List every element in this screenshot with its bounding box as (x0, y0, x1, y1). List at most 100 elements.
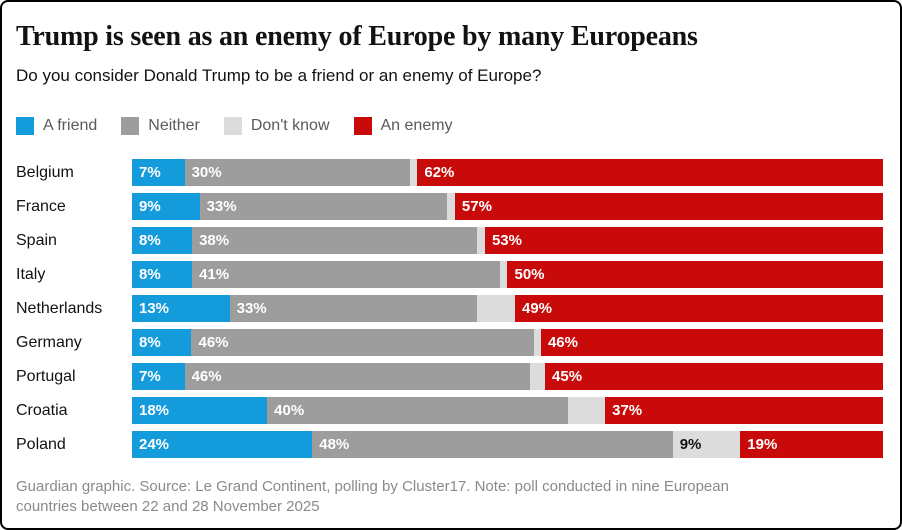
bar-value-label: 33% (206, 197, 237, 215)
bar-value-label: 33% (236, 299, 267, 317)
bar-segment-friend: 8% (132, 260, 193, 288)
bar-value-label: 57% (461, 197, 492, 215)
bar-value-label: 30% (191, 163, 222, 181)
bar-value-label: 49% (522, 299, 553, 317)
country-label: France (16, 197, 66, 215)
bar-value-label: 9% (679, 435, 702, 453)
bar-segment-dont-know (530, 362, 546, 390)
chart-row-netherlands: Netherlands 13% 33% 49% (16, 294, 883, 322)
country-label: Portugal (16, 367, 76, 385)
legend-item-enemy: An enemy (353, 116, 453, 135)
bar-segment-dont-know (447, 192, 455, 220)
bar-segment-friend: 24% (132, 430, 313, 458)
country-label: Spain (16, 231, 57, 249)
stacked-bar: 7% 30% 62% (132, 158, 883, 186)
bar-segment-neither: 33% (199, 192, 448, 220)
legend-swatch-friend (16, 116, 34, 135)
legend: A friend Neither Don't know An enemy (16, 116, 883, 135)
chart-subtitle: Do you consider Donald Trump to be a fri… (16, 65, 542, 85)
country-label: Netherlands (16, 299, 103, 317)
bar-segment-friend: 13% (132, 294, 230, 322)
stacked-bar: 24% 48% 9% 19% (132, 430, 883, 458)
legend-label: Neither (148, 116, 200, 134)
bar-value-label: 37% (612, 401, 643, 419)
bar-segment-enemy: 57% (454, 192, 883, 220)
country-label: Croatia (16, 401, 68, 419)
stacked-bar: 13% 33% 49% (132, 294, 883, 322)
bar-value-label: 46% (547, 333, 578, 351)
bar-segment-dont-know (477, 226, 485, 254)
legend-swatch-dont-know (223, 116, 242, 135)
country-label: Poland (16, 435, 66, 453)
bar-segment-dont-know (567, 396, 606, 424)
country-label: Germany (16, 333, 82, 351)
bar-segment-friend: 9% (132, 192, 200, 220)
legend-label: An enemy (380, 116, 453, 134)
bar-segment-dont-know (409, 158, 418, 186)
bar-value-label: 8% (139, 231, 161, 249)
country-label: Italy (16, 265, 46, 283)
legend-item-friend: A friend (16, 116, 97, 135)
bar-value-label: 45% (552, 367, 583, 385)
stacked-bar: 7% 46% 45% (132, 362, 883, 390)
bar-value-label: 8% (139, 333, 161, 351)
bar-value-label: 24% (139, 435, 170, 453)
legend-item-neither: Neither (121, 116, 200, 135)
bar-segment-friend: 8% (132, 328, 192, 356)
source-note-line: countries between 22 and 28 November 202… (16, 497, 320, 515)
chart: Belgium 7% 30% 62% France 9% 33% 57% Spain 8% 38% 5… (16, 158, 883, 458)
stacked-bar: 8% 46% 46% (132, 328, 883, 356)
bar-segment-neither: 48% (312, 430, 673, 458)
bar-segment-enemy: 46% (540, 328, 883, 356)
chart-row-portugal: Portugal 7% 46% 45% (16, 362, 883, 390)
country-label: Belgium (16, 163, 74, 181)
bar-segment-dont-know (477, 294, 515, 322)
bar-segment-dont-know: 9% (672, 430, 741, 458)
bar-segment-neither: 30% (184, 158, 410, 186)
source-note-line: Guardian graphic. Source: Le Grand Conti… (16, 477, 729, 495)
chart-row-poland: Poland 24% 48% 9% 19% (16, 430, 883, 458)
bar-segment-neither: 38% (192, 226, 478, 254)
bar-segment-enemy: 45% (545, 362, 883, 390)
stacked-bar: 8% 41% 50% (132, 260, 883, 288)
chart-row-croatia: Croatia 18% 40% 37% (16, 396, 883, 424)
bar-segment-friend: 8% (132, 226, 193, 254)
bar-segment-neither: 40% (267, 396, 568, 424)
stacked-bar: 8% 38% 53% (132, 226, 883, 254)
stacked-bar: 18% 40% 37% (132, 396, 883, 424)
bar-value-label: 62% (424, 163, 455, 181)
bar-value-label: 18% (139, 401, 170, 419)
bar-segment-dont-know (499, 260, 508, 288)
bar-value-label: 9% (139, 197, 161, 215)
bar-segment-neither: 46% (184, 362, 531, 390)
bar-segment-friend: 7% (132, 158, 185, 186)
bar-segment-enemy: 50% (507, 260, 883, 288)
bar-value-label: 40% (274, 401, 305, 419)
bar-value-label: 46% (191, 367, 222, 385)
bar-segment-friend: 18% (132, 396, 268, 424)
chart-row-spain: Spain 8% 38% 53% (16, 226, 883, 254)
chart-row-germany: Germany 8% 46% 46% (16, 328, 883, 356)
chart-row-france: France 9% 33% 57% (16, 192, 883, 220)
page-title: Trump is seen as an enemy of Europe by m… (16, 21, 698, 52)
bar-value-label: 41% (199, 265, 230, 283)
source-note: Guardian graphic. Source: Le Grand Conti… (16, 477, 883, 517)
chart-row-italy: Italy 8% 41% 50% (16, 260, 883, 288)
bar-segment-dont-know (533, 328, 541, 356)
bar-value-label: 38% (199, 231, 230, 249)
bar-segment-enemy: 37% (605, 396, 883, 424)
legend-swatch-enemy (353, 116, 372, 135)
stacked-bar: 9% 33% 57% (132, 192, 883, 220)
bar-value-label: 7% (139, 163, 161, 181)
bar-segment-friend: 7% (132, 362, 185, 390)
bar-value-label: 46% (198, 333, 229, 351)
bar-segment-neither: 41% (192, 260, 500, 288)
bar-value-label: 7% (139, 367, 161, 385)
bar-segment-neither: 33% (229, 294, 478, 322)
legend-item-dont-know: Don't know (223, 116, 330, 135)
bar-value-label: 50% (514, 265, 545, 283)
bar-value-label: 48% (319, 435, 350, 453)
legend-swatch-neither (121, 116, 140, 135)
bar-segment-enemy: 53% (484, 226, 883, 254)
